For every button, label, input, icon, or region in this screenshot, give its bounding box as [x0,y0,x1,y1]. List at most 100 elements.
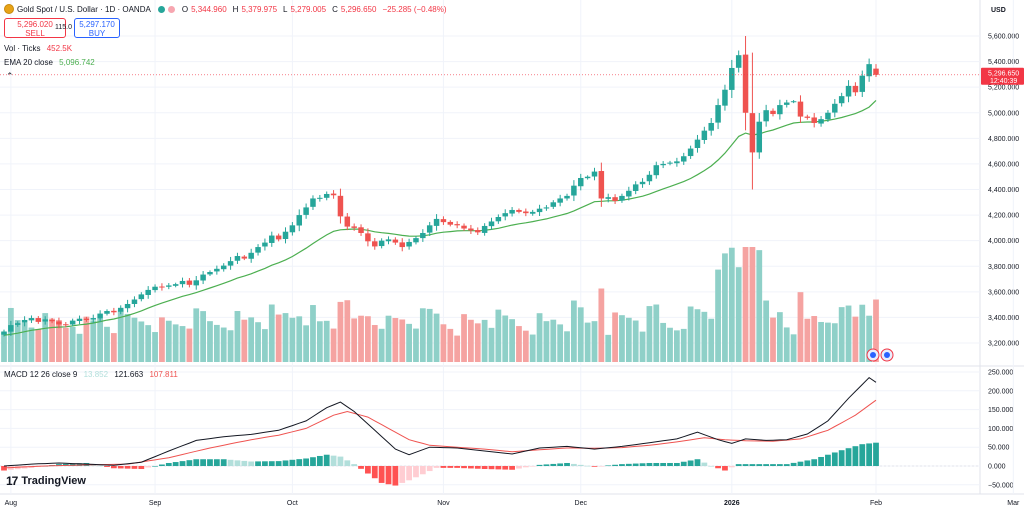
candle-body [722,89,728,106]
volume-legend[interactable]: Vol · Ticks 452.5K [4,44,72,53]
low-value: 5,279.005 [290,4,327,14]
macd-hist-bar [207,459,213,466]
candle-body [694,139,701,148]
price-tick-label: 4,600.000 [988,161,1019,168]
volume-bar [1,332,7,362]
candle-body [454,224,460,226]
last-price-tag [981,67,1024,85]
buy-button[interactable]: 5,297.170 BUY [74,18,120,38]
macd-hist-bar [371,466,378,479]
macd-hist-bar [557,463,564,466]
macd-hist-bar [605,465,612,467]
volume-bar [138,321,145,362]
candle-body [56,321,62,325]
ema-legend[interactable]: EMA 20 close 5,096.742 [4,58,95,67]
volume-bar [687,306,694,362]
macd-hist-bar [447,466,454,468]
volume-bar [461,314,467,362]
candle-body [344,216,351,227]
candle-body [433,218,440,226]
macd-hist-bar [365,466,371,474]
volume-bar [495,309,502,362]
tradingview-logo[interactable]: 17 TradingView [6,474,86,488]
macd-tick-label: 0.000 [988,464,1006,471]
collapse-legend-icon[interactable]: ⌃ [6,71,14,81]
candle-body [564,195,570,199]
macd-hist-bar [255,461,261,466]
volume-bar [529,334,536,362]
volume-bar [474,323,481,362]
candle-body [337,195,344,217]
volume-bar [708,318,715,362]
candle-body [447,221,454,225]
candle-body [536,208,543,213]
volume-bar [825,322,831,362]
macd-hist-bar [481,466,488,470]
price-tick-label: 4,000.000 [988,238,1019,245]
volume-bar [454,335,461,362]
macd-hist-bar [818,456,824,466]
volume-bar [310,305,316,362]
volume-bar [241,319,248,362]
change-value: −25.285 (−0.48%) [382,4,447,14]
candle-body [214,268,220,272]
volume-bar [440,324,447,362]
macd-hist-bar [673,462,680,466]
volume-bar [392,318,399,362]
symbol-title[interactable]: Gold Spot / U.S. Dollar · 1D · OANDA [17,4,151,14]
candle-body [323,193,330,198]
market-open-status-icon [157,5,165,13]
macd-tick-label: 250.000 [988,370,1013,377]
candle-body [859,75,866,92]
volume-bar [268,304,275,362]
macd-hist-bar [763,464,770,466]
time-tick-label: Feb [870,500,882,507]
candle-body [330,193,337,196]
candle-body [681,156,687,162]
macd-hist-bar [323,454,330,466]
macd-hist-bar [179,461,186,466]
macd-hist-bar [227,459,234,466]
volume-bar [859,304,866,362]
candle-body [845,85,852,97]
volume-bar [543,321,550,362]
candle-body [145,289,151,295]
candle-body [296,215,302,226]
volume-bar [509,319,515,362]
volume-bar [653,304,660,362]
volume-bar [818,321,824,362]
macd-hist-bar [117,466,124,469]
candle-body [797,101,804,117]
macd-signal-value: 107.811 [149,370,178,379]
sell-button[interactable]: 5,296.020 SELL [4,18,66,38]
candle-body [220,265,227,270]
macd-hist-bar [625,463,632,466]
volume-bar [660,322,667,362]
volume-bar [797,292,804,362]
volume-bar [56,320,62,362]
candle-body [193,280,199,286]
candle-body [179,280,186,285]
macd-legend[interactable]: MACD 12 26 close 9 13.852 121.663 107.81… [4,370,178,379]
volume-bar [632,320,639,362]
macd-hist-bar [310,457,316,466]
volume-bar [365,316,371,362]
volume-bar [330,328,337,362]
candle-body [111,310,117,313]
candle-body [317,197,323,199]
price-tick-label: 4,400.000 [988,187,1019,194]
volume-bar [790,334,797,362]
volume-bar [735,267,742,362]
volume-bar [303,325,309,362]
countdown-label: 12:40:39 [990,78,1017,85]
macd-hist-bar [193,459,200,466]
candles [1,36,879,337]
volume-bar [522,330,529,362]
volume-bar [625,317,632,362]
volume-bar [783,327,790,362]
macd-hist-bar [440,466,447,468]
macd-hist-bar [145,466,152,468]
macd-hist-bar [756,464,763,466]
price-tick-label: 3,200.000 [988,341,1019,348]
